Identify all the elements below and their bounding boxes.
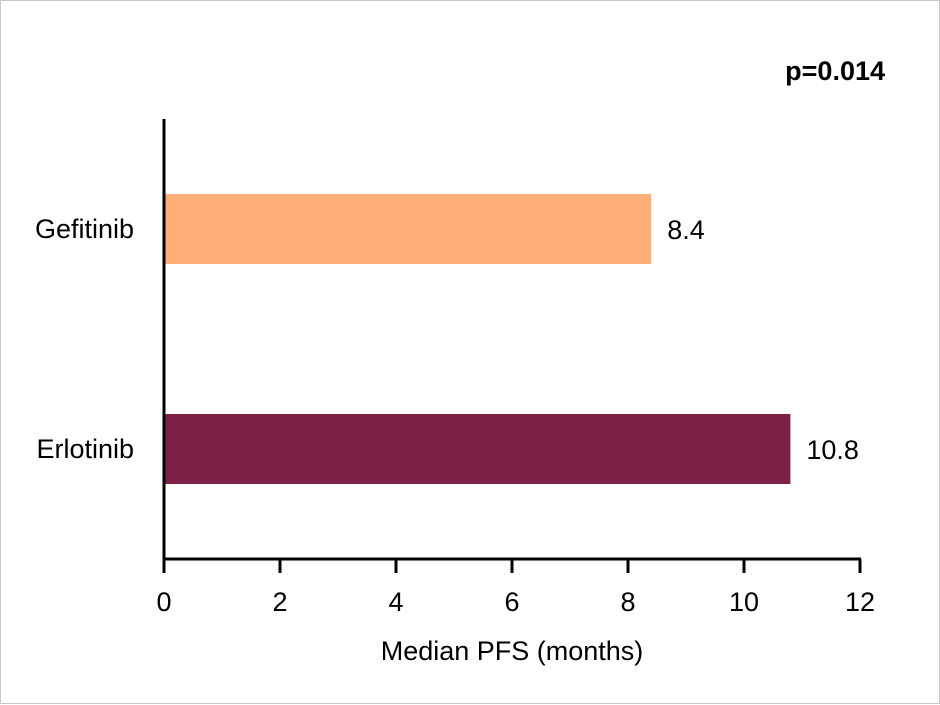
- x-tick-label: 6: [504, 587, 519, 617]
- x-tick-label: 10: [729, 587, 759, 617]
- x-tick-label: 4: [388, 587, 403, 617]
- x-tick-label: 0: [156, 587, 171, 617]
- category-label-erlotinib: Erlotinib: [36, 434, 134, 464]
- bar-gefitinib: [164, 194, 652, 264]
- category-label-gefitinib: Gefitinib: [35, 214, 134, 244]
- value-label-erlotinib: 10.8: [806, 435, 859, 465]
- value-label-gefitinib: 8.4: [667, 215, 705, 245]
- x-axis-label: Median PFS (months): [381, 636, 644, 666]
- x-tick-label: 12: [845, 587, 875, 617]
- x-tick-label: 8: [620, 587, 635, 617]
- bar-erlotinib: [164, 414, 791, 484]
- p-value-annotation: p=0.014: [785, 56, 885, 86]
- axes-group: 0 2 4 6 8 10 12: [156, 119, 875, 617]
- x-tick-label: 2: [272, 587, 287, 617]
- bars-group: 8.4 Gefitinib 10.8 Erlotinib: [35, 194, 859, 484]
